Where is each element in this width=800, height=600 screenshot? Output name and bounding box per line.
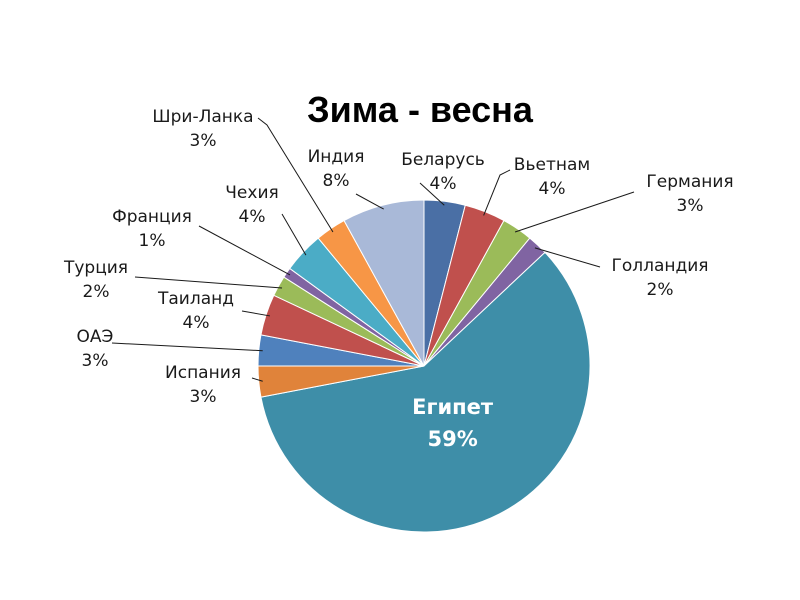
slice-name-netherlands: Голландия [611, 256, 708, 276]
slice-name-czechia: Чехия [225, 183, 278, 203]
pie-slices [257, 199, 591, 533]
leader-line-vietnam [483, 169, 511, 216]
leader-line-sri-lanka [257, 117, 334, 233]
slice-percent-vietnam: 4% [539, 179, 566, 199]
leader-line-spain [251, 377, 263, 382]
slice-percent-india: 8% [323, 171, 350, 191]
slice-percent-netherlands: 2% [647, 280, 674, 300]
slice-percent-spain: 3% [190, 387, 217, 407]
slice-percent-belarus: 4% [430, 174, 457, 194]
slice-percent-egypt: 59% [428, 427, 478, 451]
leader-line-germany [514, 191, 635, 233]
leader-lines [111, 117, 635, 382]
slice-percent-france: 1% [139, 231, 166, 251]
leader-line-france [198, 225, 291, 276]
slice-name-spain: Испания [165, 363, 241, 383]
slice-percent-sri-lanka: 3% [190, 131, 217, 151]
leader-line-india [355, 193, 384, 210]
slice-percent-thailand: 4% [183, 313, 210, 333]
leader-line-uae [111, 342, 263, 352]
slice-name-vietnam: Вьетнам [514, 155, 590, 175]
leader-line-turkey [134, 276, 283, 289]
leader-line-czechia [281, 213, 307, 256]
slice-name-belarus: Беларусь [401, 150, 485, 170]
slice-percent-turkey: 2% [83, 282, 110, 302]
pie-slice-egypt [260, 251, 591, 533]
slice-name-sri-lanka: Шри-Ланка [152, 107, 253, 127]
slice-name-france: Франция [112, 207, 192, 227]
chart-title: Зима - весна [307, 89, 534, 130]
slice-name-turkey: Турция [63, 258, 128, 278]
slice-percent-germany: 3% [677, 196, 704, 216]
slice-name-uae: ОАЭ [77, 327, 114, 347]
slice-name-germany: Германия [646, 172, 733, 192]
leader-line-netherlands [534, 247, 601, 268]
slice-percent-uae: 3% [82, 351, 109, 371]
leader-line-belarus [419, 182, 445, 206]
slice-name-egypt: Египет [412, 395, 494, 419]
leader-line-thailand [241, 310, 271, 317]
slice-percent-czechia: 4% [239, 207, 266, 227]
slice-name-thailand: Таиланд [157, 289, 234, 309]
slice-labels: Беларусь 4% Вьетнам 4% Германия 3% Голландия 2%… [63, 107, 734, 451]
slice-name-india: Индия [308, 147, 365, 167]
pie-slice-india [343, 199, 425, 367]
